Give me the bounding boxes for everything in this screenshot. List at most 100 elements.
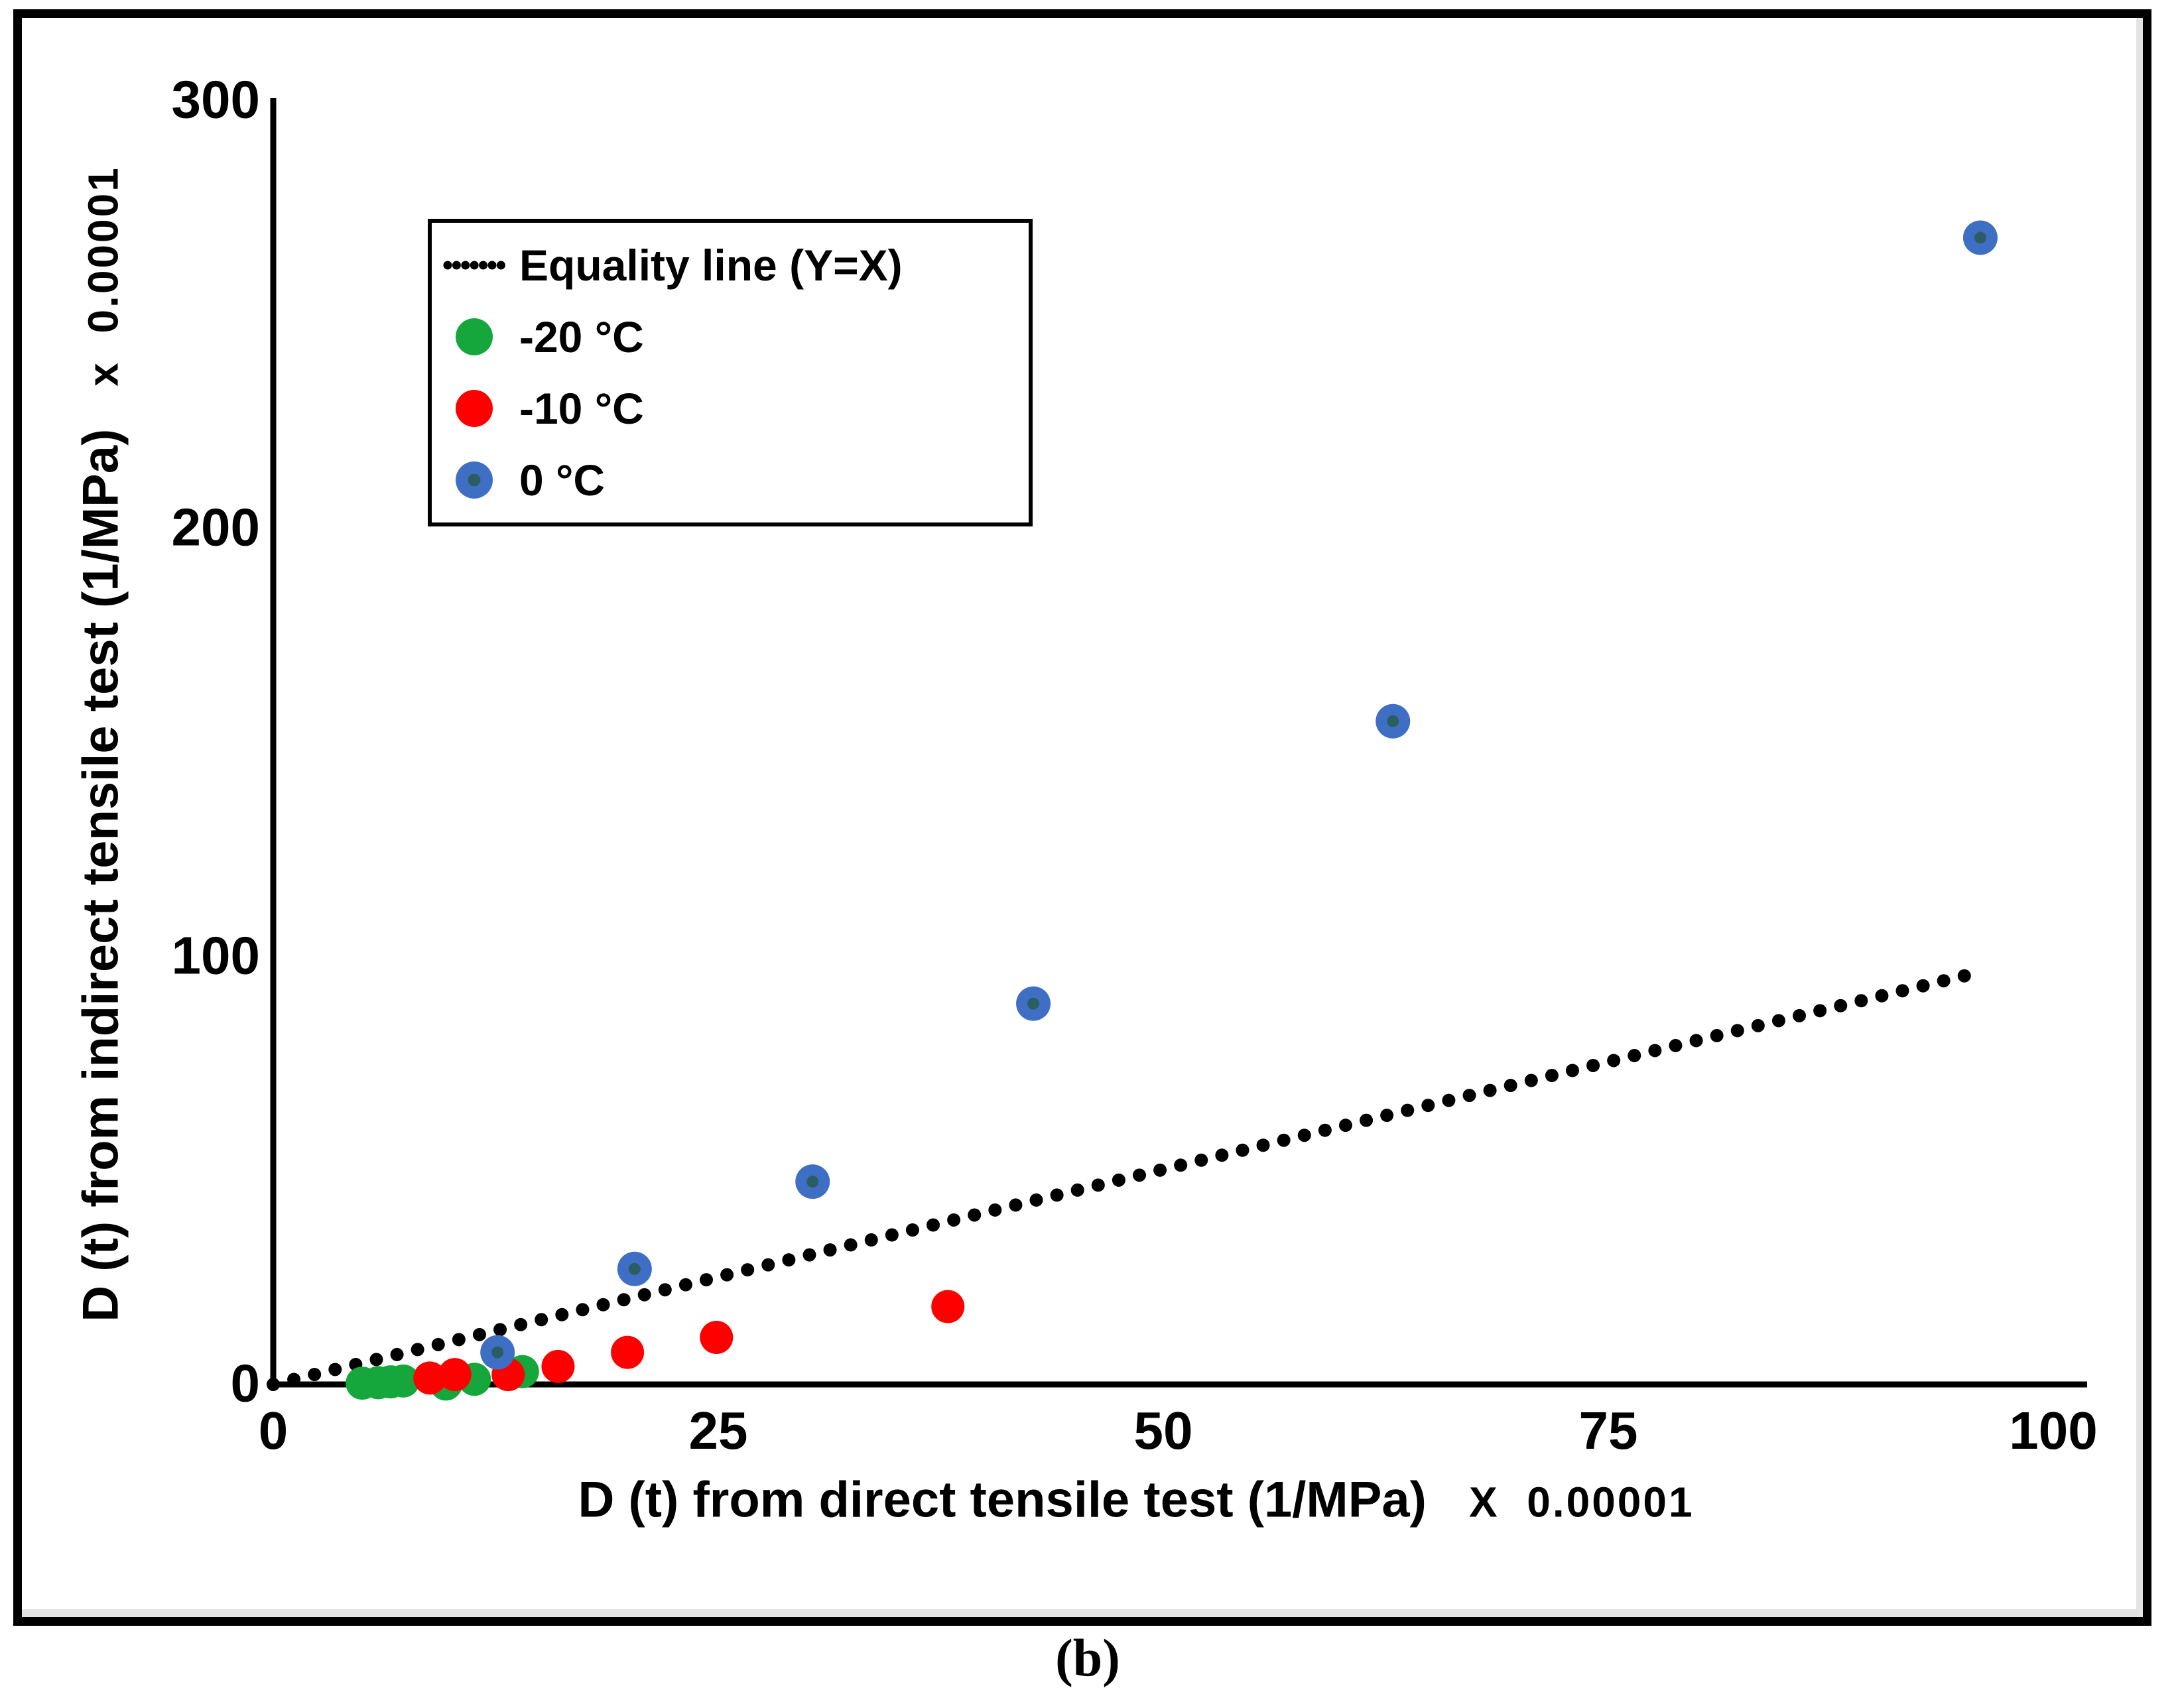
data-point-center — [1387, 715, 1399, 727]
equality-line-dot — [1524, 1073, 1538, 1087]
y-tick-label: 100 — [171, 926, 260, 985]
equality-line-dot — [1236, 1143, 1249, 1157]
equality-line-dot — [555, 1308, 569, 1321]
equality-line-dot — [1545, 1069, 1559, 1083]
green-marker-icon — [456, 318, 493, 355]
equality-line-dot — [1793, 1008, 1807, 1022]
x-tick-label: 75 — [1578, 1401, 1638, 1460]
legend-label-minus10: -10 °C — [519, 384, 644, 433]
equality-line-dot — [535, 1313, 548, 1327]
equality-line-dot — [1112, 1173, 1125, 1187]
equality-line-dot — [927, 1218, 940, 1232]
equality-line-dot — [782, 1253, 796, 1267]
x-axis-multiplier: X 0.00001 — [1468, 1478, 1695, 1526]
data-point[interactable] — [386, 1364, 420, 1398]
x-tick-label: 25 — [688, 1401, 748, 1460]
equality-line-dot — [1586, 1058, 1600, 1072]
legend-label-zero: 0 °C — [519, 456, 606, 505]
legend-row-minus20: -20 °C — [442, 315, 1022, 359]
equality-line-dot — [844, 1238, 858, 1252]
x-tick-label: 0 — [258, 1401, 288, 1460]
dotted-line-icon — [443, 261, 505, 270]
equality-line-dot — [1813, 1004, 1827, 1018]
red-marker-icon — [456, 390, 493, 427]
equality-line-dot — [864, 1233, 878, 1247]
y-axis-label-text: D (t) from indirect tensile test (1/MPa) — [72, 428, 129, 1322]
equality-line-dot — [452, 1333, 466, 1347]
equality-line-dot — [885, 1228, 899, 1242]
equality-line-dot — [1462, 1089, 1476, 1103]
equality-line-dot — [1504, 1079, 1517, 1093]
data-point[interactable] — [700, 1321, 734, 1355]
equality-line-dot — [988, 1203, 1002, 1217]
equality-line-sample — [442, 257, 506, 273]
legend-label-equality: Equality line (Y=X) — [519, 241, 903, 290]
equality-line-dot — [1648, 1044, 1662, 1058]
legend-swatch-zero — [442, 461, 506, 499]
y-tick-label: 0 — [230, 1353, 261, 1413]
equality-line-dot — [658, 1283, 672, 1297]
equality-line-dot — [287, 1372, 301, 1386]
chart-frame — [13, 9, 2151, 1626]
figure-caption: (b) — [1055, 1629, 1120, 1688]
equality-line-dot — [720, 1268, 734, 1282]
equality-line-dot — [1215, 1148, 1229, 1162]
equality-line-dot — [741, 1263, 755, 1277]
y-axis-label: D (t) from indirect tensile test (1/MPa)… — [72, 166, 130, 1322]
data-point-center — [1974, 231, 1986, 244]
equality-line-dot — [1565, 1064, 1579, 1077]
equality-line-dot — [411, 1343, 424, 1357]
data-point[interactable] — [438, 1358, 472, 1392]
y-tick-label: 200 — [171, 497, 260, 557]
equality-line-dot — [431, 1337, 445, 1351]
equality-line-dot — [576, 1303, 590, 1317]
equality-line-dot — [1607, 1054, 1621, 1068]
equality-line-dot — [1710, 1028, 1724, 1042]
equality-line-dot — [472, 1327, 486, 1341]
x-tick-label: 50 — [1133, 1401, 1193, 1460]
equality-line-dot — [1174, 1158, 1188, 1172]
equality-line-dot — [1957, 969, 1971, 983]
equality-line-dot — [1937, 974, 1951, 988]
equality-line-dot — [968, 1208, 982, 1222]
equality-line-dot — [802, 1248, 816, 1262]
equality-line-dot — [1771, 1014, 1785, 1028]
data-point[interactable] — [611, 1335, 645, 1369]
equality-line-dot — [699, 1273, 713, 1287]
data-point-center — [1027, 997, 1040, 1010]
equality-line-dot — [1029, 1193, 1043, 1207]
equality-line-dot — [1132, 1168, 1146, 1182]
y-tick-label: 300 — [171, 70, 260, 129]
equality-line-dot — [761, 1258, 775, 1272]
equality-line-dot — [678, 1278, 692, 1292]
equality-line-dot — [1442, 1093, 1456, 1107]
legend-label-minus20: -20 °C — [519, 312, 644, 361]
equality-line-dot — [1669, 1038, 1683, 1052]
equality-line-dot — [1277, 1133, 1291, 1147]
equality-line-dot — [267, 1378, 280, 1391]
data-point[interactable] — [931, 1290, 965, 1323]
legend-swatch-minus10 — [442, 390, 506, 427]
equality-line-dot — [390, 1347, 404, 1361]
equality-line-dot — [514, 1317, 528, 1331]
data-point[interactable] — [413, 1361, 447, 1395]
equality-line-dot — [1834, 999, 1848, 1012]
equality-line-dot — [617, 1293, 631, 1307]
equality-line-dot — [1318, 1123, 1332, 1137]
equality-line-dot — [947, 1213, 961, 1227]
equality-line-dot — [1338, 1119, 1352, 1132]
equality-line-dot — [493, 1323, 507, 1337]
equality-line-dot — [1689, 1034, 1703, 1048]
equality-line-dot — [1916, 979, 1930, 993]
equality-line-dot — [637, 1288, 651, 1302]
equality-line-dot — [1050, 1188, 1064, 1202]
legend-row-zero: 0 °C — [442, 458, 1022, 502]
equality-line-dot — [1091, 1178, 1105, 1192]
legend-row-equality: Equality line (Y=X) — [442, 243, 1022, 287]
data-point[interactable] — [541, 1349, 575, 1383]
equality-line-dot — [1070, 1183, 1084, 1197]
equality-line-dot — [1483, 1083, 1497, 1097]
equality-line-dot — [1153, 1163, 1167, 1177]
